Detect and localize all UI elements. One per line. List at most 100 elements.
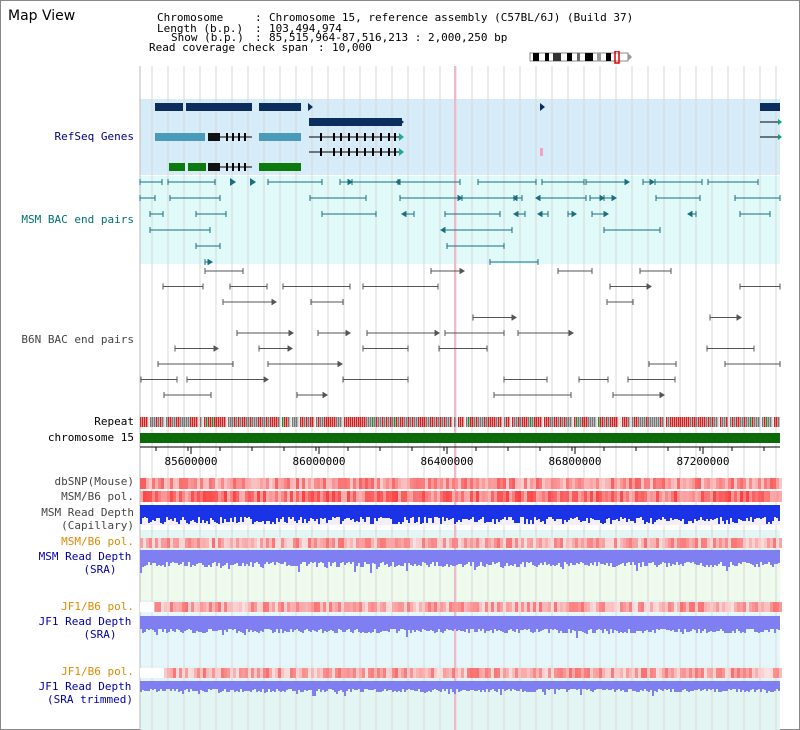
jf1-pol2-cell: [599, 668, 602, 678]
jf1-pol2-cell: [425, 668, 428, 678]
track-label-msm-depth-sra[interactable]: MSM Read Depth: [38, 550, 132, 563]
dbsnp-cell: [167, 478, 170, 489]
repeat-mark: [516, 417, 518, 427]
msm-depth-bar: [202, 505, 204, 520]
msm-pol-cell: [569, 491, 572, 502]
dbsnp-cell: [191, 478, 194, 489]
dbsnp-cell: [257, 478, 260, 489]
msm-pol-cell: [764, 491, 767, 502]
repeat-mark: [766, 417, 768, 427]
repeat-mark: [390, 417, 392, 427]
jf1-trim-depth-bar: [170, 681, 172, 691]
jf1-pol2-cell: [473, 668, 476, 678]
track-label-msm-bac[interactable]: MSM BAC end pairs: [21, 213, 134, 226]
jf1-trim-depth-bar: [562, 681, 564, 689]
track-label-jf1-depth-sra[interactable]: JF1 Read Depth: [38, 615, 132, 628]
msm-pol-cell: [770, 491, 773, 502]
repeat-mark: [328, 417, 330, 427]
repeat-mark: [524, 417, 526, 427]
jf1-sra-depth-bar: [438, 616, 440, 629]
msm-pol-sra-cell: [461, 538, 464, 548]
jf1-sra-depth-bar: [374, 616, 376, 629]
repeat-mark: [600, 417, 602, 427]
repeat-mark: [388, 417, 390, 427]
jf1-pol2-cell: [635, 668, 638, 678]
msm-sra-depth-bar: [668, 550, 670, 563]
msm-pol-cell: [599, 491, 602, 502]
track-label-repeat[interactable]: Repeat: [94, 415, 134, 428]
msm-depth-bar: [402, 505, 404, 522]
jf1-sra-depth-bar: [770, 616, 772, 629]
msm-sra-depth-bar: [678, 550, 680, 565]
msm-sra-depth-bar: [716, 550, 718, 566]
jf1-trim-depth-bar: [158, 681, 160, 691]
track-label-msm-b6-pol-2[interactable]: MSM/B6 pol.: [61, 535, 134, 548]
repeat-mark: [556, 417, 558, 427]
track-label-dbsnp[interactable]: dbSNP(Mouse): [54, 475, 134, 488]
jf1-sra-depth-bar: [218, 616, 220, 630]
dbsnp-cell: [722, 478, 725, 489]
dbsnp-cell: [143, 478, 146, 489]
track-label-refseq[interactable]: RefSeq Genes: [54, 130, 134, 143]
msm-pol-cell: [380, 491, 383, 502]
jf1-trim-depth-bar: [776, 681, 778, 689]
track-label-msm-b6-pol-1[interactable]: MSM/B6 pol.: [61, 490, 134, 503]
msm-sra-depth-bar: [622, 550, 624, 563]
jf1-pol2-cell: [212, 668, 215, 678]
msm-sra-depth-bar: [164, 550, 166, 567]
msm-pol-sra-cell: [398, 538, 401, 548]
jf1-sra-depth-bar: [706, 616, 708, 633]
strand-arrow-icon: [338, 361, 343, 367]
repeat-mark: [204, 417, 206, 427]
msm-sra-depth-bar: [270, 550, 272, 563]
msm-depth-bar: [520, 505, 522, 517]
jf1-trim-depth-bar: [550, 681, 552, 689]
track-label-jf1-b6-pol-2[interactable]: JF1/B6 pol.: [61, 665, 134, 678]
dbsnp-cell: [245, 478, 248, 489]
msm-depth-bar: [492, 505, 494, 519]
jf1-pol2-cell: [746, 668, 749, 678]
jf1-trim-depth-bar: [256, 681, 258, 692]
msm-pol-cell: [158, 491, 161, 502]
repeat-mark: [450, 417, 452, 427]
repeat-mark: [714, 417, 716, 427]
repeat-mark: [224, 417, 226, 427]
jf1-sra-depth-bar: [764, 616, 766, 630]
chromosome-ideogram-icon[interactable]: [527, 51, 637, 65]
msm-pol-cell: [680, 491, 683, 502]
jf1-trim-depth-bar: [724, 681, 726, 691]
gene-exon: [185, 133, 205, 141]
dbsnp-cell: [518, 478, 521, 489]
jf1-trim-depth-bar: [322, 681, 324, 690]
msm-sra-depth-bar: [174, 550, 176, 563]
jf1-sra-depth-bar: [284, 616, 286, 631]
msm-sra-depth-bar: [318, 550, 320, 563]
repeat-mark: [338, 417, 340, 427]
msm-depth-bar: [706, 505, 708, 519]
jf1-trim-depth-bar: [544, 681, 546, 695]
jf1-trim-depth-bar: [296, 681, 298, 694]
jf1-pol2-cell: [614, 668, 617, 678]
jf1-sra-depth-bar: [350, 616, 352, 632]
msm-depth-bar: [724, 505, 726, 524]
msm-pol-cell: [299, 491, 302, 502]
jf1-trim-depth-bar: [264, 681, 266, 693]
repeat-mark: [608, 417, 610, 427]
jf1-pol2-cell: [623, 668, 626, 678]
track-label-jf1-depth-trimmed[interactable]: JF1 Read Depth: [38, 680, 132, 693]
dbsnp-cell: [494, 478, 497, 489]
msm-pol-cell: [758, 491, 761, 502]
msm-depth-bar: [452, 505, 454, 518]
track-label-msm-depth-capillary[interactable]: MSM Read Depth: [41, 506, 134, 519]
track-label-b6n-bac[interactable]: B6N BAC end pairs: [21, 333, 134, 346]
msm-sra-depth-bar: [144, 550, 146, 566]
gene-exon: [320, 133, 322, 141]
jf1-trim-depth-bar: [434, 681, 436, 689]
repeat-mark: [700, 417, 702, 427]
jf1-trim-depth-bar: [612, 681, 614, 689]
msm-pol-sra-cell: [539, 538, 542, 548]
jf1-sra-depth-bar: [224, 616, 226, 630]
strand-arrow-icon: [440, 227, 445, 233]
track-label-jf1-b6-pol-1[interactable]: JF1/B6 pol.: [61, 600, 134, 613]
